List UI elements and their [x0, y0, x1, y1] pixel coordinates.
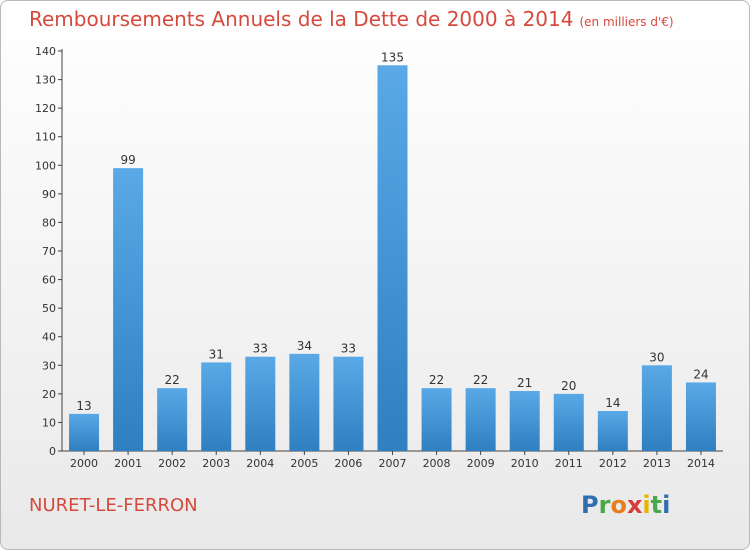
- data-label: 22: [473, 373, 488, 387]
- x-tick-label: 2003: [202, 457, 230, 470]
- x-tick-label: 2002: [158, 457, 186, 470]
- data-label: 24: [693, 367, 708, 381]
- x-tick-label: 2001: [114, 457, 142, 470]
- bar-2004: [245, 356, 276, 451]
- y-tick-label: 140: [35, 45, 56, 58]
- bar-2006: [333, 356, 364, 451]
- bar-2014: [685, 382, 716, 451]
- y-tick-label: 70: [42, 245, 56, 258]
- x-tick-label: 2014: [687, 457, 715, 470]
- y-tick-label: 20: [42, 388, 56, 401]
- data-label: 31: [209, 347, 224, 361]
- bar-2008: [421, 388, 452, 451]
- data-label: 135: [381, 50, 404, 64]
- x-tick-label: 2009: [467, 457, 495, 470]
- bar-2003: [201, 362, 232, 451]
- chart-title: Remboursements Annuels de la Dette de 20…: [29, 7, 674, 31]
- bar-2009: [465, 388, 496, 451]
- y-tick-label: 60: [42, 274, 56, 287]
- y-tick-label: 130: [35, 74, 56, 87]
- data-label: 21: [517, 376, 532, 390]
- x-tick-label: 2004: [246, 457, 274, 470]
- place-name: NURET-LE-FERRON: [29, 495, 198, 516]
- x-tick-label: 2006: [334, 457, 362, 470]
- y-tick-label: 80: [42, 216, 56, 229]
- y-tick-label: 0: [49, 445, 56, 458]
- bar-2011: [553, 393, 584, 451]
- data-label: 30: [649, 350, 664, 364]
- data-label: 33: [341, 342, 356, 356]
- x-tick-label: 2008: [423, 457, 451, 470]
- data-label: 20: [561, 379, 576, 393]
- x-tick-label: 2013: [643, 457, 671, 470]
- chart-title-text: Remboursements Annuels de la Dette de 20…: [29, 7, 574, 31]
- chart-unit: (en milliers d'€): [579, 15, 674, 29]
- y-tick-label: 120: [35, 102, 56, 115]
- y-tick-label: 30: [42, 359, 56, 372]
- y-tick-label: 110: [35, 131, 56, 144]
- data-label: 99: [120, 153, 135, 167]
- y-tick-label: 10: [42, 416, 56, 429]
- y-tick-label: 100: [35, 159, 56, 172]
- y-tick-label: 90: [42, 188, 56, 201]
- bar-2005: [289, 353, 320, 451]
- bar-2007: [377, 65, 408, 452]
- x-tick-label: 2010: [511, 457, 539, 470]
- x-tick-label: 2005: [290, 457, 318, 470]
- data-label: 22: [429, 373, 444, 387]
- proxiti-logo: Proxiti: [581, 491, 671, 519]
- bar-2010: [509, 391, 540, 451]
- bar-2012: [597, 411, 628, 451]
- bar-2001: [113, 168, 144, 451]
- data-label: 14: [605, 396, 620, 410]
- x-tick-label: 2000: [70, 457, 98, 470]
- x-tick-label: 2012: [599, 457, 627, 470]
- x-tick-label: 2011: [555, 457, 583, 470]
- data-label: 33: [253, 342, 268, 356]
- bar-2013: [641, 365, 672, 451]
- bar-2002: [157, 388, 188, 451]
- y-tick-label: 50: [42, 302, 56, 315]
- data-label: 22: [165, 373, 180, 387]
- data-label: 34: [297, 339, 312, 353]
- x-tick-label: 2007: [379, 457, 407, 470]
- bar-2000: [69, 413, 100, 451]
- data-label: 13: [76, 399, 91, 413]
- y-tick-label: 40: [42, 331, 56, 344]
